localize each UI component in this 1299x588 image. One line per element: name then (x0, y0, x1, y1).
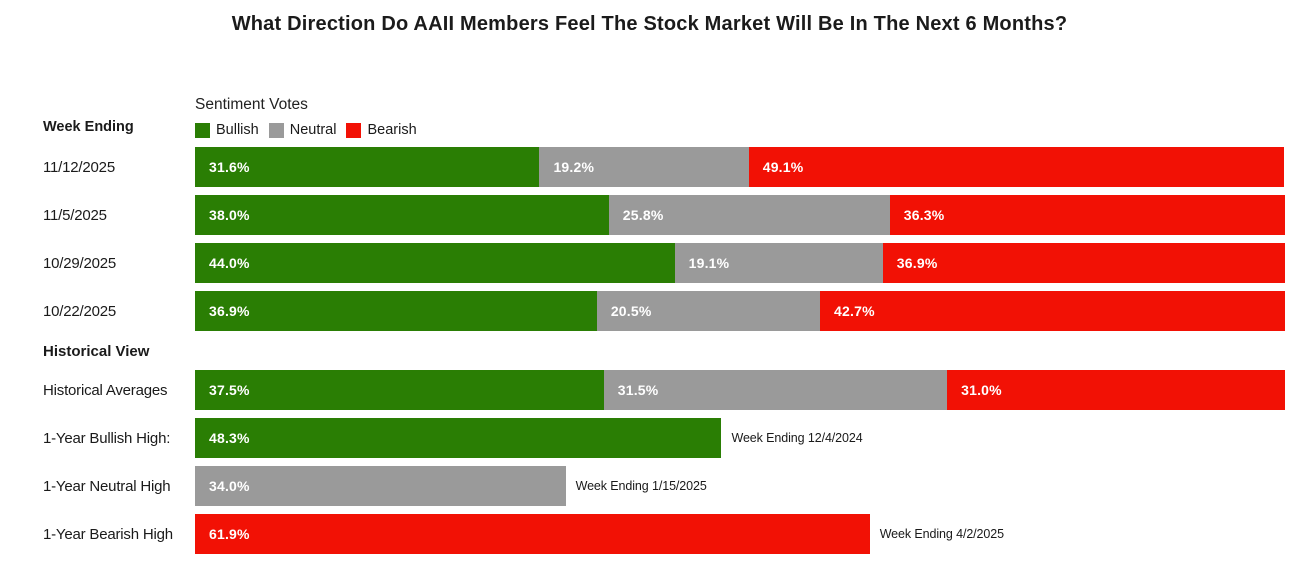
bar-track: 61.9% Week Ending 4/2/2025 (195, 514, 1285, 554)
bar-track: 44.0% 19.1% 36.9% (195, 243, 1285, 283)
historical-view-heading: Historical View (43, 343, 150, 360)
bar-track: 31.6% 19.2% 49.1% (195, 147, 1285, 187)
bar-value-label: 19.2% (553, 159, 595, 175)
neutral-swatch-icon (268, 122, 284, 138)
legend-item-label: Bullish (216, 122, 259, 138)
bar-segment-bearish: 31.0% (947, 370, 1285, 410)
bar-value-label: 38.0% (209, 207, 250, 223)
row-label: 1-Year Neutral High (43, 477, 171, 495)
bar-segment-bearish: 42.7% (820, 291, 1285, 331)
chart-row: 1-Year Neutral High 34.0% Week Ending 1/1… (43, 466, 1285, 506)
bar-value-label: 48.3% (209, 430, 250, 446)
bar-value-label: 36.3% (903, 207, 945, 223)
bar-value-label: 31.0% (961, 382, 1002, 398)
row-label: 1-Year Bearish High (43, 525, 173, 543)
legend: Sentiment Votes Bullish Neutral Bearish (195, 96, 1285, 138)
chart-header-row: Week Ending Sentiment Votes Bullish Neut… (43, 96, 1285, 138)
bar-value-label: 36.9% (209, 303, 250, 319)
chart-row: 11/5/2025 38.0% 25.8% 36.3% (43, 195, 1285, 235)
row-label: 10/22/2025 (43, 302, 117, 320)
bar-track: 48.3% Week Ending 12/4/2024 (195, 418, 1285, 458)
bearish-swatch-icon (346, 122, 362, 138)
row-label: Historical Averages (43, 381, 168, 399)
bar-value-label: 31.6% (209, 159, 250, 175)
bar-segment-bullish: 31.6% (195, 147, 540, 187)
bar-segment-bearish: 36.9% (882, 243, 1285, 283)
bar-segment-bearish: 36.3% (889, 195, 1285, 235)
legend-title: Sentiment Votes (195, 96, 308, 113)
bar-value-label: 44.0% (209, 255, 250, 271)
bar-annotation: Week Ending 1/15/2025 (575, 479, 707, 493)
sentiment-survey-chart: What Direction Do AAII Members Feel The … (0, 13, 1299, 588)
historical-rows-section: Historical Averages 37.5% 31.5% 31.0% 1-Ye… (43, 370, 1285, 554)
week-ending-column-header: Week Ending (43, 119, 195, 138)
bar-segment-bearish: 61.9% (195, 514, 870, 554)
row-label: 11/5/2025 (43, 206, 107, 224)
bar-value-label: 49.1% (762, 159, 804, 175)
bar-value-label: 36.9% (896, 255, 938, 271)
legend-item-label: Neutral (289, 122, 337, 138)
bar-segment-neutral: 19.2% (539, 147, 749, 187)
chart-row: Historical Averages 37.5% 31.5% 31.0% (43, 370, 1285, 410)
bar-value-label: 25.8% (622, 207, 664, 223)
chart-row: 10/29/2025 44.0% 19.1% 36.9% (43, 243, 1285, 283)
chart-title: What Direction Do AAII Members Feel The … (231, 13, 1068, 35)
bar-segment-bullish: 38.0% (195, 195, 609, 235)
bullish-swatch-icon (195, 122, 210, 138)
legend-items: Bullish Neutral Bearish (195, 122, 1285, 138)
bar-track: 34.0% Week Ending 1/15/2025 (195, 466, 1285, 506)
row-label: 1-Year Bullish High: (43, 429, 171, 447)
bar-segment-bullish: 44.0% (195, 243, 675, 283)
row-label: 10/29/2025 (43, 254, 117, 272)
bar-value-label: 37.5% (209, 382, 250, 398)
chart-row: 1-Year Bearish High 61.9% Week Ending 4/2… (43, 514, 1285, 554)
chart-row: 1-Year Bullish High: 48.3% Week Ending 12… (43, 418, 1285, 458)
bar-track: 38.0% 25.8% 36.3% (195, 195, 1285, 235)
bar-segment-bullish: 36.9% (195, 291, 597, 331)
bar-annotation: Week Ending 12/4/2024 (731, 431, 863, 445)
row-label: 11/12/2025 (43, 158, 115, 176)
week-ending-label: Week Ending (43, 119, 134, 135)
chart-row: 11/12/2025 31.6% 19.2% 49.1% (43, 147, 1285, 187)
bar-value-label: 42.7% (834, 303, 875, 319)
bar-segment-neutral: 20.5% (596, 291, 821, 331)
weekly-rows-section: 11/12/2025 31.6% 19.2% 49.1% 11/5/2025 38.… (43, 147, 1285, 331)
legend-item-bullish: Bullish (195, 122, 259, 138)
bar-annotation: Week Ending 4/2/2025 (879, 527, 1004, 541)
bar-segment-bearish: 49.1% (748, 147, 1284, 187)
legend-item-bearish: Bearish (346, 122, 417, 138)
bar-segment-neutral: 25.8% (608, 195, 890, 235)
bar-value-label: 20.5% (610, 303, 652, 319)
bar-value-label: 34.0% (209, 478, 250, 494)
legend-item-label: Bearish (367, 122, 417, 138)
bar-value-label: 19.1% (688, 255, 730, 271)
chart-row: 10/22/2025 36.9% 20.5% 42.7% (43, 291, 1285, 331)
bar-segment-bullish: 37.5% (195, 370, 604, 410)
bar-track: 37.5% 31.5% 31.0% (195, 370, 1285, 410)
bar-value-label: 31.5% (617, 382, 659, 398)
bar-segment-neutral: 34.0% (195, 466, 566, 506)
bar-track: 36.9% 20.5% 42.7% (195, 291, 1285, 331)
bar-value-label: 61.9% (209, 526, 250, 542)
bar-segment-neutral: 31.5% (603, 370, 948, 410)
bar-segment-bullish: 48.3% (195, 418, 722, 458)
legend-item-neutral: Neutral (268, 122, 337, 138)
bar-segment-neutral: 19.1% (674, 243, 883, 283)
chart-area: Week Ending Sentiment Votes Bullish Neut… (0, 96, 1299, 554)
